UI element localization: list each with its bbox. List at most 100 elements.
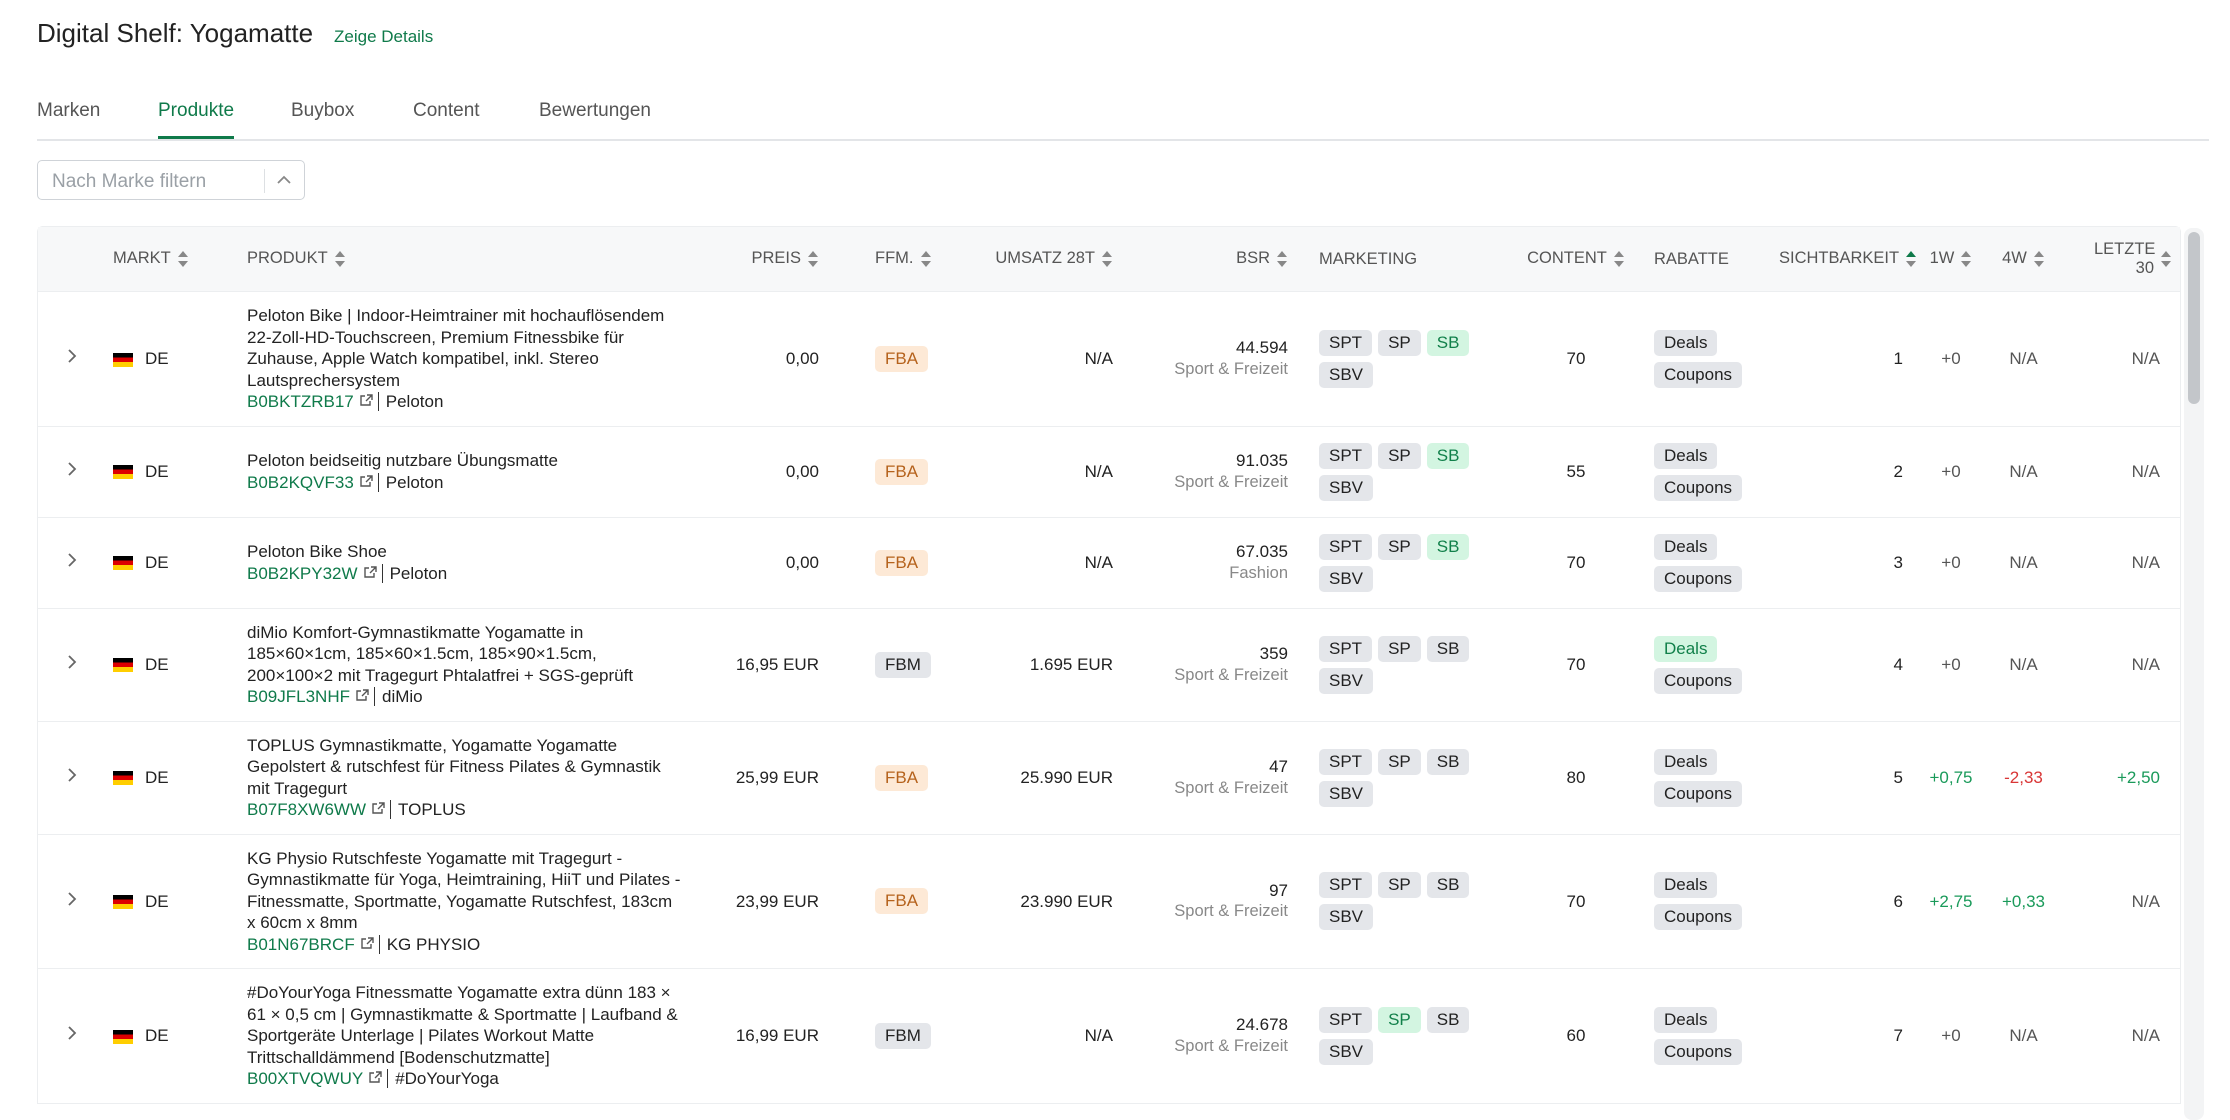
tab[interactable]: Buybox: [291, 100, 355, 121]
external-link[interactable]: [363, 1069, 384, 1088]
expand-toggle[interactable]: [66, 551, 78, 573]
expand-toggle[interactable]: [66, 653, 78, 675]
column-header[interactable]: PRODUKT: [239, 227, 701, 292]
marketing-tag: SPT: [1319, 635, 1373, 662]
chevron[interactable]: [66, 1024, 78, 1042]
column-header[interactable]: LETZTE 30: [2061, 227, 2180, 292]
external-link[interactable]: [355, 935, 376, 954]
tab[interactable]: Marken: [37, 100, 101, 121]
external-icon[interactable]: [363, 565, 379, 579]
sort-icon[interactable]: [334, 249, 346, 269]
asin-link[interactable]: B00XTVQWUY: [247, 1069, 364, 1088]
expand-toggle[interactable]: [66, 766, 78, 788]
change-30: N/A: [2061, 425, 2180, 517]
details-link[interactable]: Zeige Details: [334, 27, 434, 46]
column-header[interactable]: CONTENT: [1511, 227, 1641, 292]
external-icon[interactable]: [371, 801, 387, 815]
change-4w: +0,33: [1986, 833, 2061, 969]
product-meta: B0BKTZRB17 Peloton: [247, 391, 693, 413]
column-label: MARKT: [113, 249, 171, 268]
column-header[interactable]: BSR: [1126, 227, 1306, 292]
column-header[interactable]: MARKT: [105, 227, 239, 292]
sort-icon[interactable]: [1905, 249, 1917, 269]
sort-icon[interactable]: [2033, 249, 2045, 269]
tab[interactable]: Content: [413, 100, 480, 121]
sort-icon[interactable]: [2160, 249, 2172, 269]
revenue: 1.695 EUR: [961, 607, 1126, 721]
column-label: 1W: [1929, 249, 1955, 268]
column-label: 4W: [2002, 249, 2027, 268]
chevron[interactable]: [66, 653, 78, 671]
chevron[interactable]: [66, 460, 78, 478]
column-header[interactable]: 1W: [1916, 227, 1986, 292]
fulfillment-badge: FBM: [875, 1022, 931, 1049]
external-link[interactable]: [358, 564, 379, 583]
expand-toggle[interactable]: [66, 1024, 78, 1046]
content-score: 70: [1511, 833, 1641, 969]
sort-icon[interactable]: [920, 249, 932, 269]
chevron[interactable]: [66, 347, 78, 365]
discount-tag: Deals: [1654, 329, 1718, 356]
asin-link[interactable]: B0B2KQVF33: [247, 472, 354, 492]
external-link[interactable]: [354, 473, 375, 492]
discount-cell: Deals Coupons: [1641, 291, 1771, 426]
column-header[interactable]: PREIS: [701, 227, 831, 292]
chevron[interactable]: [66, 890, 78, 908]
scrollbar[interactable]: [2184, 228, 2204, 1120]
expand-toggle[interactable]: [66, 347, 78, 369]
sort-icon[interactable]: [177, 249, 189, 269]
product-row: DE KG Physio Rutschfeste Yogamatte mit Tr…: [38, 833, 2180, 969]
external-icon[interactable]: [359, 393, 375, 407]
marketing-tag: SP: [1378, 872, 1421, 899]
product-row: DE #DoYourYoga Fitnessmatte Yogamatte ext…: [38, 968, 2180, 1103]
expand-cell: [38, 968, 105, 1103]
price: 16,95 EUR: [701, 607, 831, 721]
content-score: 70: [1511, 291, 1641, 426]
sort-icon[interactable]: [1960, 249, 1972, 269]
tab[interactable]: Produkte: [158, 100, 235, 139]
column-header[interactable]: 4W: [1986, 227, 2061, 292]
expand-toggle[interactable]: [66, 890, 78, 912]
tab[interactable]: Bewertungen: [539, 100, 651, 121]
dropdown-icon[interactable]: [276, 174, 292, 186]
external-icon[interactable]: [360, 936, 376, 950]
sort-icon[interactable]: [807, 249, 819, 269]
column-header[interactable]: FFM.: [831, 227, 961, 292]
column-label: UMSATZ 28T: [995, 249, 1095, 268]
header-cell: PREIS: [751, 249, 819, 267]
market-cell: DE: [105, 720, 239, 834]
chevron[interactable]: [66, 766, 78, 784]
marketing-tag: SPT: [1319, 1006, 1373, 1033]
visibility: 7: [1771, 968, 1916, 1103]
asin-link[interactable]: B0BKTZRB17: [247, 392, 354, 411]
asin-link[interactable]: B01N67BRCF: [247, 934, 355, 954]
external-icon[interactable]: [355, 688, 371, 702]
product-cell: Peloton beidseitig nutzbare Übungsmatte B…: [239, 425, 701, 517]
sort-icon[interactable]: [1613, 249, 1625, 269]
price: 23,99 EUR: [701, 833, 831, 969]
header-cell: [38, 227, 105, 292]
external-link[interactable]: [366, 800, 387, 819]
tab-bar: Marken Produkte Buybox Content Bewertungen: [37, 96, 2209, 141]
external-icon[interactable]: [359, 474, 375, 488]
external-link[interactable]: [350, 687, 371, 706]
bsr-rank: 24.678: [1236, 1015, 1288, 1035]
external-icon[interactable]: [368, 1070, 384, 1084]
change-30: N/A: [2061, 833, 2180, 969]
asin-link[interactable]: B0B2KPY32W: [247, 563, 358, 583]
revenue: 23.990 EUR: [961, 833, 1126, 969]
external-link[interactable]: [354, 392, 375, 411]
asin-link[interactable]: B09JFL3NHF: [247, 687, 350, 706]
discount-tag: Deals: [1654, 442, 1718, 469]
bsr-category: Fashion: [1229, 563, 1288, 582]
scroll-thumb[interactable]: [2188, 232, 2200, 404]
column-header[interactable]: UMSATZ 28T: [961, 227, 1126, 292]
sort-icon[interactable]: [1101, 249, 1113, 269]
column-label: MARKETING: [1319, 249, 1418, 268]
sort-icon[interactable]: [1276, 249, 1288, 269]
chevron[interactable]: [66, 551, 78, 569]
brand-filter[interactable]: Nach Marke filtern: [37, 160, 305, 200]
asin-link[interactable]: B07F8XW6WW: [247, 800, 367, 819]
expand-toggle[interactable]: [66, 460, 78, 482]
column-header[interactable]: SICHTBARKEIT: [1771, 227, 1917, 292]
